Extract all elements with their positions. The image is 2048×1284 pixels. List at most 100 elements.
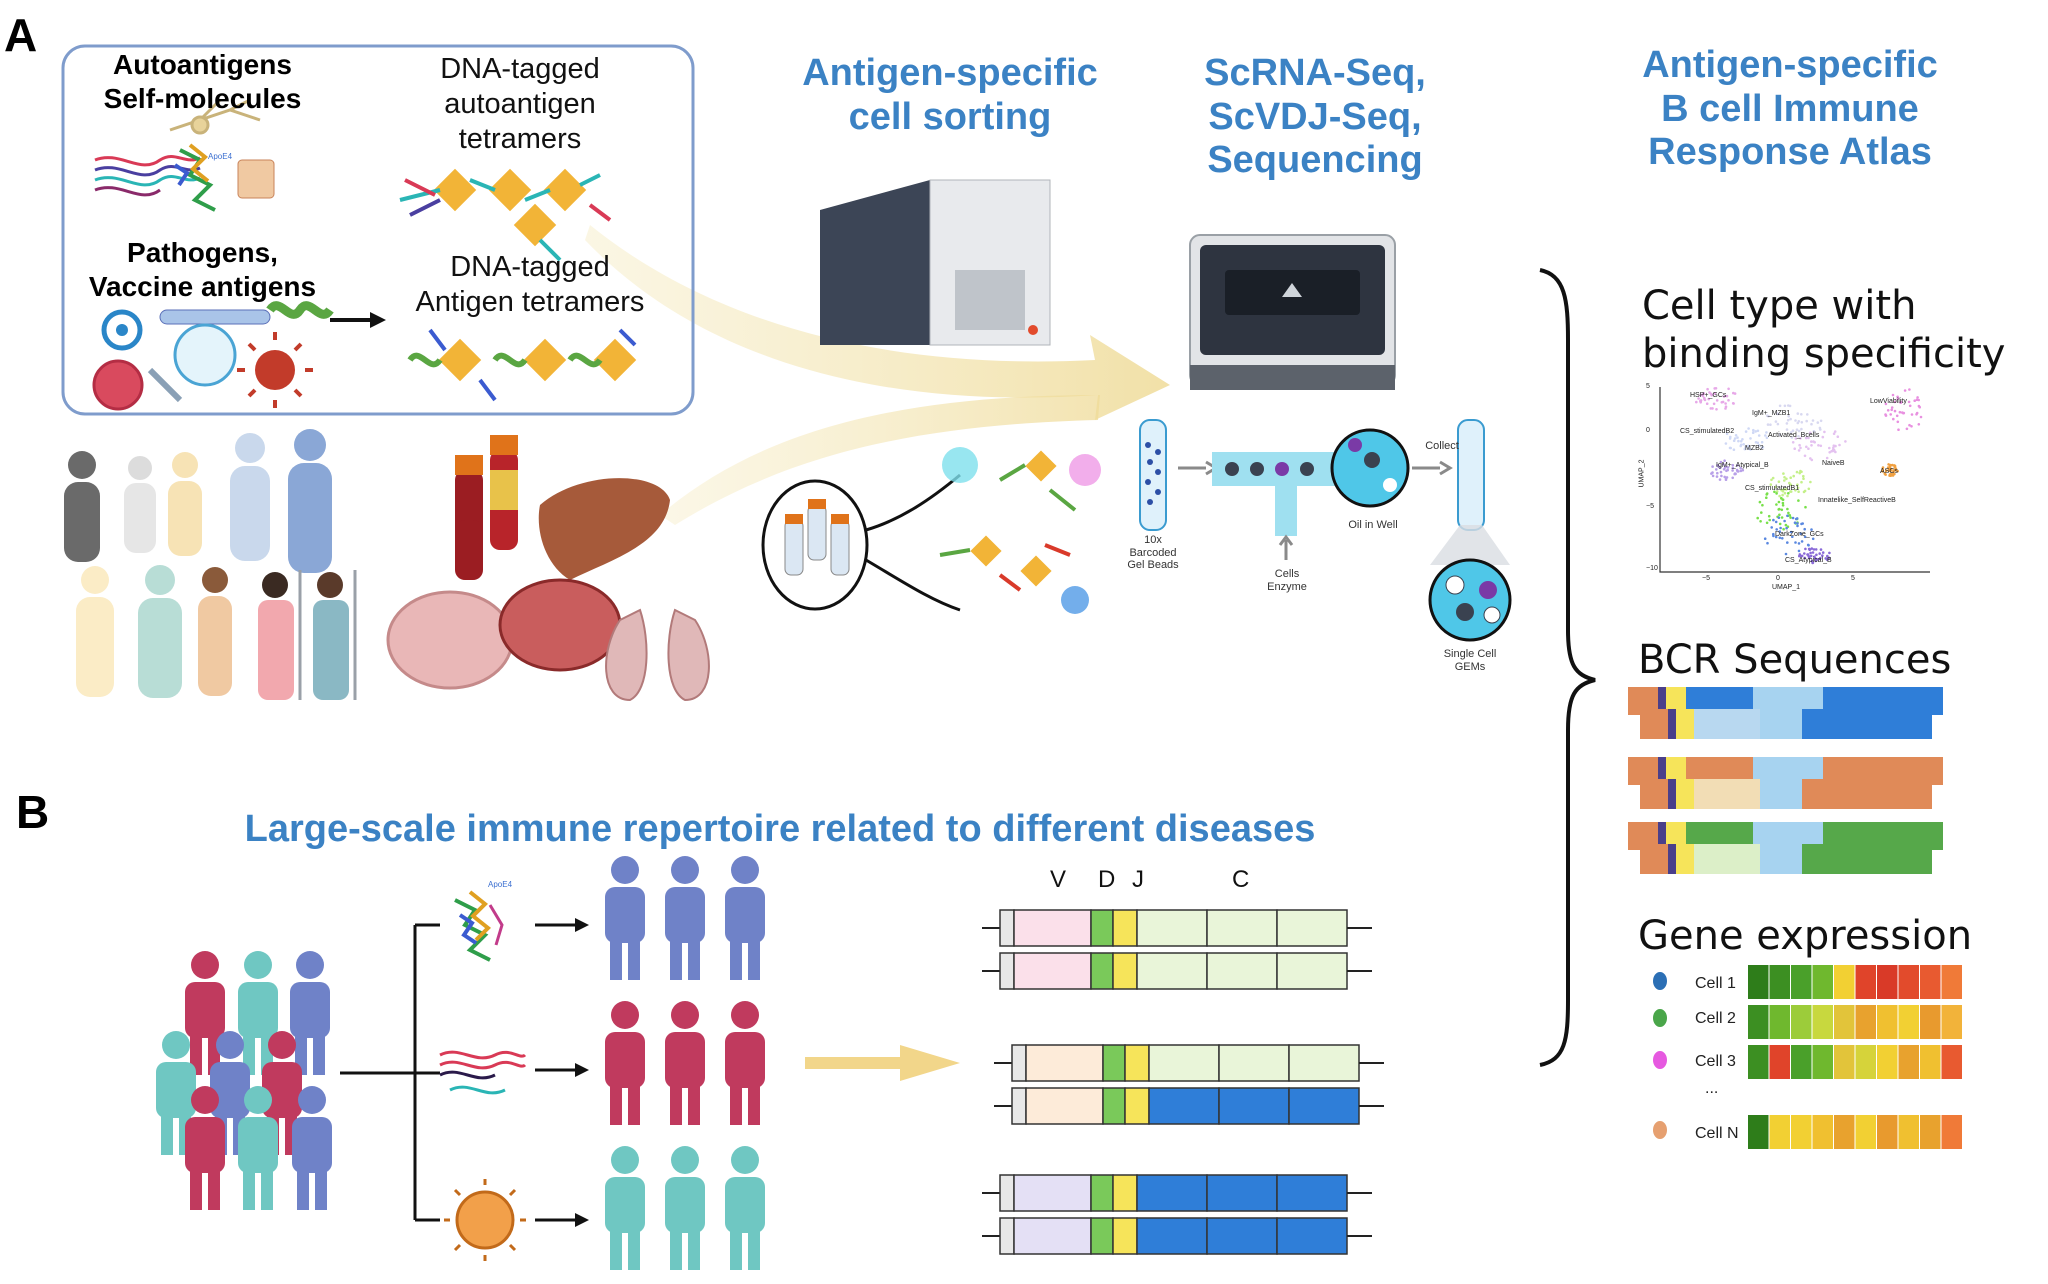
bcr-segment	[1694, 779, 1760, 809]
umap-point	[1737, 439, 1740, 443]
umap-point	[1908, 404, 1912, 408]
heatmap-cell	[1941, 1005, 1962, 1039]
umap-point	[1794, 419, 1797, 422]
umap-point	[1893, 464, 1896, 467]
umap-xtick: −5	[1702, 575, 1710, 582]
vdj-d-segment	[1102, 1087, 1126, 1125]
vdj-c-segment	[1206, 1174, 1278, 1212]
vdj-j-segment	[1112, 909, 1138, 947]
lungs-icon	[605, 608, 710, 702]
bcr-j	[1666, 757, 1686, 785]
heatmap-cell	[1748, 1005, 1769, 1039]
heatmap-cell	[1791, 965, 1812, 999]
vdj-leader	[999, 909, 1015, 947]
bcr-segment	[1760, 779, 1802, 809]
umap-point	[1779, 526, 1782, 530]
umap-point	[1722, 395, 1726, 398]
umap-point	[1807, 547, 1811, 551]
umap-cluster-label: CS_stimulatedB2	[1680, 428, 1735, 435]
cell-dot-icon	[1653, 1121, 1667, 1139]
umap-point	[1795, 470, 1799, 474]
spiral-bacteria-icon	[266, 301, 334, 319]
disease-arrows	[535, 923, 575, 1222]
person-icon-leg	[730, 1075, 742, 1125]
person-icon-body	[210, 1062, 250, 1118]
person-icon-head	[191, 951, 219, 979]
umap-cluster-label: LowViability	[1870, 398, 1907, 405]
umap-point	[1812, 430, 1816, 433]
umap-point	[1760, 440, 1764, 444]
umap-point	[1781, 537, 1784, 540]
umap-point	[1881, 467, 1885, 471]
atlas-title: Antigen-specific B cell Immune Response At…	[1642, 44, 1938, 174]
umap-point	[1744, 430, 1748, 433]
vdj-j-segment	[1124, 1087, 1150, 1125]
umap-point	[1784, 552, 1788, 556]
umap-point	[1894, 467, 1898, 470]
vdj-j-segment	[1112, 1217, 1138, 1255]
collect-label: Collect	[1425, 440, 1459, 452]
umap-point	[1759, 520, 1762, 523]
vdj-c-segment	[1288, 1044, 1360, 1082]
umap-point	[1834, 450, 1837, 454]
umap-point	[1784, 523, 1788, 527]
umap-point	[1783, 519, 1786, 523]
heatmap-cell	[1748, 1115, 1769, 1149]
umap-point	[1783, 476, 1786, 479]
vdj-d-segment	[1090, 909, 1114, 947]
umap-point	[1809, 480, 1812, 484]
umap-point	[1777, 480, 1781, 484]
umap-point	[1888, 473, 1892, 477]
umap-point	[1786, 418, 1790, 422]
umap-point	[1697, 397, 1700, 400]
umap-point	[1722, 468, 1726, 471]
umap-point	[1810, 440, 1813, 443]
person-icon-leg	[628, 930, 640, 980]
umap-point	[1797, 542, 1801, 545]
umap-cluster-label: CS_stimulatedB1	[1745, 485, 1800, 492]
sorting-title: Antigen-specific cell sorting	[802, 52, 1098, 138]
umap-point	[1787, 415, 1790, 418]
umap-point	[1804, 547, 1807, 551]
umap-point	[1819, 419, 1823, 423]
heatmap-cell	[1877, 1005, 1898, 1039]
person-icon-leg	[688, 1075, 700, 1125]
heatmap-cell	[1834, 1115, 1855, 1149]
umap-point	[1844, 440, 1847, 443]
bcr-segment	[1694, 709, 1760, 739]
person-icon-body	[725, 1032, 765, 1088]
umap-point	[1885, 469, 1888, 473]
umap-point	[1775, 490, 1779, 493]
umap-point	[1707, 397, 1710, 401]
vdj-c-segment	[1276, 1217, 1348, 1255]
umap-point	[1705, 402, 1709, 406]
umap-point	[1757, 434, 1761, 437]
vdj-c-segment	[1206, 909, 1278, 947]
umap-point	[1742, 443, 1745, 446]
umap-point	[1715, 468, 1718, 471]
bcr-j	[1676, 844, 1694, 874]
umap-point	[1780, 516, 1784, 519]
vdj-c-segment	[1136, 1174, 1208, 1212]
umap-point	[1786, 541, 1789, 544]
umap-point	[1810, 444, 1813, 447]
vdj-c-segment	[1218, 1044, 1290, 1082]
umap-point	[1785, 422, 1789, 425]
segment-label-v: V	[1050, 866, 1067, 893]
umap-point	[1715, 399, 1719, 402]
umap-point	[1701, 394, 1705, 398]
bcr-leader	[1640, 844, 1668, 874]
bcr-segment	[1802, 844, 1870, 874]
bcr-v-start	[1658, 687, 1666, 715]
person-icon-leg	[628, 1075, 640, 1125]
sorted-tubes	[784, 499, 850, 576]
umap-ytick: −5	[1646, 503, 1654, 510]
person-icon-body	[665, 887, 705, 943]
cell-dot-icon	[1653, 972, 1667, 990]
umap-point	[1781, 504, 1785, 507]
umap-point	[1778, 404, 1782, 408]
umap-point	[1804, 436, 1808, 440]
person-icon-head	[731, 1146, 759, 1174]
umap-cluster-label: HSP+_GCs	[1690, 392, 1727, 399]
